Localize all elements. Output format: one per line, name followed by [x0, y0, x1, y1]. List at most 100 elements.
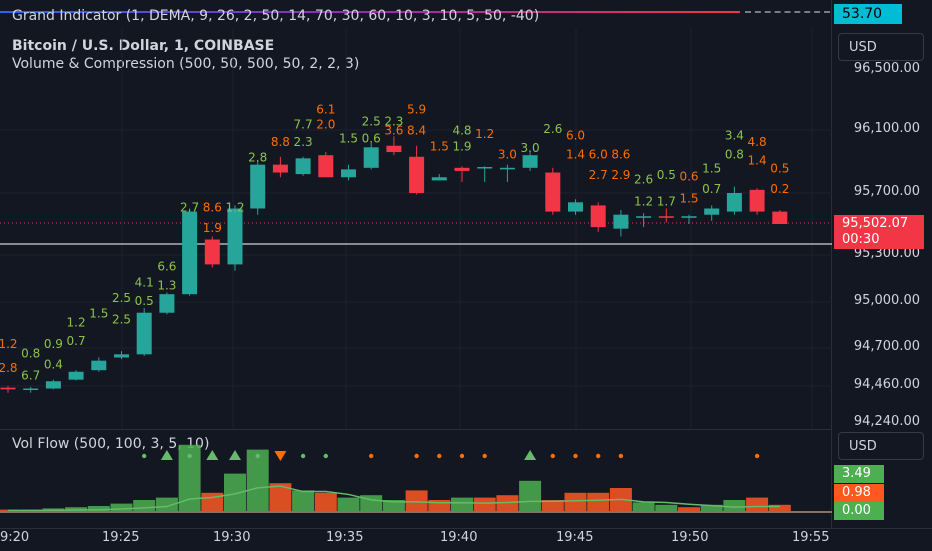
pane-separator[interactable]	[0, 429, 832, 430]
volume-bar	[155, 497, 178, 512]
volume-marker-down	[274, 451, 287, 461]
volume-marker-dot	[573, 453, 578, 459]
candle-label: 2.5	[362, 115, 381, 129]
volume-bar	[360, 495, 383, 512]
volume-bar	[314, 492, 337, 512]
volume-marker-up	[524, 450, 537, 460]
candle-label: 1.5	[679, 191, 698, 205]
candle-body	[499, 167, 515, 170]
candle-body	[590, 205, 606, 228]
candle-label: 1.5	[702, 162, 721, 176]
candle-body	[772, 211, 788, 224]
symbol-title[interactable]: Bitcoin / U.S. Dollar, 1, COINBASE	[12, 38, 275, 54]
candle-label: 0.8	[725, 147, 744, 161]
candle-label: 2.3	[294, 135, 313, 149]
volume-marker-up	[206, 450, 219, 460]
candle-label: 1.9	[452, 139, 471, 153]
candle-label: 2.5	[112, 312, 131, 326]
volume-marker-dot	[187, 453, 192, 459]
candle-label: 1.2	[475, 127, 494, 141]
time-label: 19:45	[556, 530, 594, 545]
candle-label: 1.2	[225, 201, 244, 215]
candle-label: 0.5	[770, 162, 789, 176]
candle-body	[0, 387, 16, 390]
volume-marker-dot	[482, 453, 487, 459]
candle-body	[636, 216, 652, 218]
volume-bar	[269, 483, 292, 512]
main-chart[interactable]: 1.22.80.86.70.90.41.20.71.52.52.54.10.56…	[0, 0, 832, 429]
candle-body	[250, 164, 266, 209]
time-label: 19:50	[671, 530, 709, 545]
candle-label: 0.8	[21, 347, 40, 361]
volume-marker-dot	[459, 453, 465, 459]
volume-bar	[541, 500, 564, 512]
candle-label: 2.8	[248, 151, 267, 165]
last-price-tag: 95,502.07 00:30	[834, 215, 924, 249]
candle-body	[681, 216, 697, 218]
time-label: 19:25	[102, 530, 140, 545]
candle-label: 2.6	[543, 122, 562, 136]
time-label: 19:55	[792, 530, 830, 545]
candle-label: 2.9	[611, 168, 630, 182]
candle-body	[318, 155, 334, 178]
candle-label: 1.9	[203, 221, 222, 235]
price-label: 95,000.00	[853, 293, 920, 308]
candle-label: 0.4	[44, 358, 63, 372]
candle-body	[658, 216, 674, 218]
candle-label: 0.6	[362, 132, 381, 146]
candle-body	[182, 211, 198, 295]
candle-body	[23, 388, 39, 391]
vol-flow-indicator-label[interactable]: Vol Flow (500, 100, 3, 5, 10)	[12, 436, 210, 452]
price-label: 96,100.00	[853, 121, 920, 136]
candle-body	[68, 371, 84, 380]
candle-label: 0.7	[67, 334, 86, 348]
price-label: 95,700.00	[853, 184, 920, 199]
last-price-value: 95,502.07	[842, 216, 909, 231]
volume-bar	[496, 495, 519, 512]
candle-body	[704, 208, 720, 215]
currency-button-volume[interactable]: USD	[838, 432, 924, 460]
candle-label: 1.2	[0, 337, 18, 351]
candle-label: 1.5	[339, 132, 358, 146]
candle-label: 5.9	[407, 103, 426, 117]
candle-label: 1.2	[634, 194, 653, 208]
candle-label: 2.3	[384, 115, 403, 129]
volume-bar	[655, 504, 678, 512]
candle-label: 0.5	[135, 294, 154, 308]
candle-label: 8.4	[407, 124, 426, 138]
volume-bar	[382, 500, 405, 512]
candle-label: 0.9	[44, 337, 63, 351]
volume-chart[interactable]	[0, 430, 832, 528]
candle-body	[386, 145, 402, 153]
volume-compression-indicator-label[interactable]: Volume & Compression (500, 50, 500, 50, …	[12, 56, 360, 72]
volume-marker-dot	[596, 453, 601, 459]
candle-label: 0.5	[657, 168, 676, 182]
volume-bar	[473, 497, 496, 512]
volume-marker-dot	[369, 453, 374, 459]
volume-bar	[564, 492, 587, 512]
candle-body	[227, 208, 243, 265]
candle-body	[136, 312, 152, 355]
price-label: 94,700.00	[853, 339, 920, 354]
volume-bar	[178, 444, 201, 512]
volume-marker-dot	[323, 453, 328, 459]
candle-label: 1.7	[657, 194, 676, 208]
candle-label: 0.7	[702, 182, 721, 196]
candle-label: 1.5	[89, 306, 108, 320]
top-indicator-value-tag: 53.70	[834, 4, 902, 24]
candle-label: 7.7	[294, 118, 313, 132]
candle-label: 3.4	[725, 128, 744, 142]
volume-marker-dot	[414, 453, 419, 459]
candle-body	[477, 167, 493, 169]
candle-label: 8.6	[203, 201, 222, 215]
price-scale[interactable]	[831, 0, 932, 528]
time-axis[interactable]	[0, 528, 932, 551]
volume-marker-dot	[550, 453, 555, 459]
volume-bar	[224, 473, 246, 512]
volume-bar	[723, 500, 746, 512]
currency-button-main[interactable]: USD	[838, 33, 924, 61]
vol-value-tag-2: 0.98	[834, 484, 884, 502]
candle-body	[568, 202, 583, 212]
top-indicator-label[interactable]: Grand Indicator (1, DEMA, 9, 26, 2, 50, …	[12, 8, 540, 24]
candle-label: 4.1	[135, 275, 154, 289]
